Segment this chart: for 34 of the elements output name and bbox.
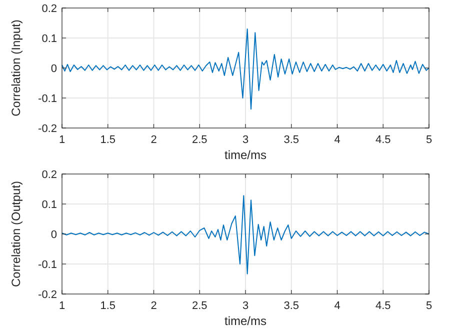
x-tick-label: 4 bbox=[334, 134, 340, 146]
line-series bbox=[62, 195, 430, 274]
x-tick-label: 1.5 bbox=[100, 300, 116, 312]
x-tick-label: 2 bbox=[150, 134, 157, 146]
x-tick-label: 3 bbox=[242, 300, 249, 312]
y-tick-label: 0 bbox=[50, 228, 57, 241]
x-tick-label: 3.5 bbox=[284, 134, 300, 146]
x-tick-label: 2.5 bbox=[192, 300, 208, 312]
y-tick-label: -0.1 bbox=[38, 258, 57, 271]
x-tick-label: 4.5 bbox=[375, 134, 391, 146]
x-tick-label: 5 bbox=[426, 300, 432, 312]
y-tick-label: 0.1 bbox=[42, 198, 57, 211]
y-tick-label: -0.2 bbox=[38, 288, 57, 301]
x-axis-title: time/ms bbox=[224, 148, 266, 162]
y-axis-title: Correlation (Output) bbox=[9, 180, 23, 288]
x-tick-label: 1.5 bbox=[100, 134, 116, 146]
x-tick-label: 2.5 bbox=[192, 134, 208, 146]
y-tick-label: -0.1 bbox=[38, 92, 57, 105]
x-tick-label: 2 bbox=[150, 300, 157, 312]
x-tick-label: 1 bbox=[58, 300, 66, 312]
x-tick-label: 4 bbox=[334, 300, 340, 312]
y-tick-label: 0.2 bbox=[42, 168, 57, 181]
x-tick-label: 4.5 bbox=[375, 300, 391, 312]
y-tick-label: 0.2 bbox=[42, 2, 57, 15]
line-series bbox=[62, 28, 430, 110]
x-tick-label: 3.5 bbox=[284, 300, 300, 312]
x-tick-label: 5 bbox=[426, 134, 432, 146]
y-tick-label: 0 bbox=[50, 62, 57, 75]
y-tick-label: -0.2 bbox=[38, 122, 57, 135]
x-tick-label: 3 bbox=[242, 134, 249, 146]
x-axis-title: time/ms bbox=[224, 314, 266, 328]
x-tick-label: 1 bbox=[58, 134, 66, 146]
y-tick-label: 0.1 bbox=[42, 32, 57, 45]
y-axis-title: Correlation (Input) bbox=[9, 20, 23, 116]
